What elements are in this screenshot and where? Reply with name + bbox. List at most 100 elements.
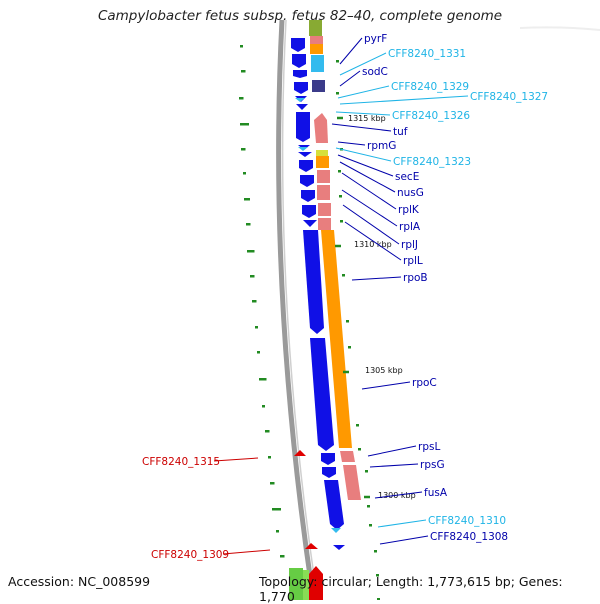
scale-mark — [358, 448, 361, 451]
gene-label: rpmG — [367, 140, 396, 152]
bottom-features — [289, 566, 323, 600]
scale-mark — [268, 456, 271, 459]
label-group: pyrFCFF8240_1331sodCCFF8240_1329CFF8240_… — [142, 33, 548, 561]
gene-label: rplJ — [401, 239, 418, 251]
scale-mark — [346, 320, 349, 323]
cds-feature — [310, 338, 334, 451]
scale-mark — [272, 508, 281, 511]
gc-arc — [519, 26, 600, 31]
backbone-ring — [276, 19, 315, 591]
leader-line — [341, 172, 397, 210]
scale-mark — [374, 550, 377, 553]
leader-lines — [213, 37, 469, 555]
scale-mark — [377, 598, 380, 600]
gene-label: CFF8240_1315 — [142, 456, 220, 468]
leader-line — [337, 85, 390, 99]
leader-line — [377, 519, 427, 528]
scale-mark — [255, 326, 258, 329]
cds-feature — [317, 185, 330, 200]
leader-line — [344, 221, 402, 261]
scale-mark — [336, 60, 339, 63]
leader-line — [369, 463, 419, 468]
gene-label: secE — [395, 171, 419, 183]
cds-feature — [294, 82, 308, 94]
scale-mark — [250, 275, 255, 278]
cds-feature — [293, 70, 307, 78]
gene-label: CFF8240_1309 — [151, 549, 229, 561]
leader-line — [222, 549, 271, 555]
scale-mark — [239, 97, 244, 100]
cds-feature — [289, 568, 303, 600]
gene-label: CFF8240_1310 — [428, 515, 506, 527]
scale-mark — [244, 198, 250, 201]
scale-mark — [356, 424, 359, 427]
forward-strand-track — [291, 38, 345, 550]
accession-text: Accession: NC_008599 — [8, 574, 151, 589]
scale-mark — [340, 220, 343, 223]
kbp-label: 1310 kbp — [354, 240, 392, 249]
gene-label: rplL — [403, 255, 423, 267]
scale-mark — [270, 482, 275, 485]
leader-line — [339, 70, 361, 87]
scale-mark — [247, 250, 255, 253]
rna-feature — [298, 147, 308, 151]
leader-line — [335, 111, 391, 116]
leader-line — [337, 141, 366, 146]
red-feature-1309 — [305, 543, 318, 549]
cds-feature — [299, 160, 313, 172]
leader-line — [341, 189, 398, 227]
gene-label: CFF8240_1308 — [430, 531, 508, 543]
cds-feature — [303, 570, 309, 600]
cds-feature — [343, 465, 361, 500]
cds-feature — [311, 55, 324, 72]
scale-mark — [243, 172, 246, 175]
kbp-label: 1315 kbp — [348, 114, 386, 123]
scale-mark — [342, 274, 345, 277]
scale-mark — [240, 45, 243, 48]
cds-feature — [300, 175, 314, 187]
gene-label: CFF8240_1329 — [391, 81, 469, 93]
cds-feature — [321, 453, 335, 465]
cds-feature — [296, 104, 308, 110]
scale-mark — [348, 346, 351, 349]
cds-feature — [309, 566, 323, 600]
gene-label: CFF8240_1331 — [388, 48, 466, 60]
reverse-strand-track — [309, 20, 361, 500]
gene-label: rpsG — [420, 459, 445, 471]
scale-mark — [241, 70, 246, 73]
scale-mark — [252, 300, 257, 303]
scale-mark — [240, 123, 249, 126]
map-title: Campylobacter fetus subsp. fetus 82–40, … — [97, 8, 503, 24]
forward-rna-track — [295, 98, 341, 533]
cds-feature — [309, 20, 322, 36]
leader-line — [337, 154, 394, 177]
scale-mark — [376, 574, 379, 577]
scale-mark — [365, 470, 368, 473]
cds-feature — [292, 54, 306, 68]
scale-mark — [336, 92, 339, 95]
cds-feature — [303, 230, 324, 334]
cds-feature — [298, 152, 312, 157]
cds-feature — [301, 190, 315, 202]
cds-feature — [314, 113, 328, 143]
scale-mark — [367, 505, 370, 508]
leader-line — [339, 37, 363, 65]
cds-feature — [316, 150, 328, 156]
red-feature-1315 — [294, 450, 306, 456]
cds-feature — [302, 205, 316, 218]
backbone-ring-shadow — [281, 19, 317, 591]
scale-mark — [369, 524, 372, 527]
gene-label: tuf — [393, 126, 408, 138]
red-features — [294, 450, 318, 549]
leader-line — [361, 381, 411, 390]
scale-mark — [338, 170, 341, 173]
cds-feature — [310, 36, 323, 44]
gene-label: fusA — [424, 487, 448, 499]
leader-line — [339, 161, 396, 193]
gene-label: CFF8240_1327 — [470, 91, 548, 103]
cds-feature — [296, 112, 310, 142]
leader-line — [367, 445, 417, 457]
cds-feature — [310, 44, 323, 54]
gene-label: rplK — [398, 204, 420, 216]
scale-mark — [241, 148, 246, 151]
